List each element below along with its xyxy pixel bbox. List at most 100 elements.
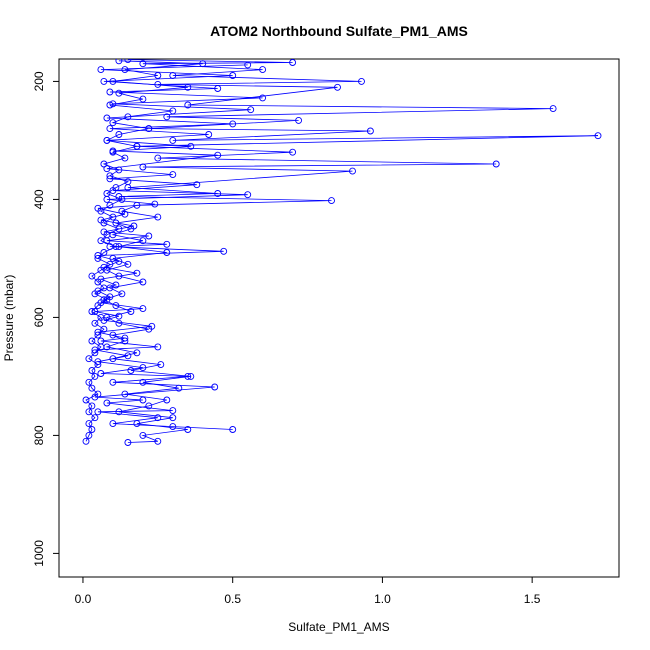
data-point (139, 431, 147, 439)
data-point (91, 319, 99, 327)
data-point (115, 225, 123, 233)
data-point (115, 257, 123, 265)
plot-frame (58, 58, 620, 578)
data-point (88, 337, 96, 345)
data-point (151, 200, 159, 208)
data-point (103, 114, 111, 122)
data-point (100, 316, 108, 324)
data-point (103, 195, 111, 203)
data-point (154, 343, 162, 351)
data-point (94, 204, 102, 212)
y-axis-label: Pressure (mbar) (2, 275, 16, 362)
data-point (124, 352, 132, 360)
x-axis: 0.0 0.5 1.0 1.5 (75, 577, 541, 606)
data-point (88, 402, 96, 410)
data-point (211, 383, 219, 391)
data-point (85, 355, 93, 363)
data-point (139, 95, 147, 103)
data-point (106, 88, 114, 96)
data-point (124, 439, 132, 446)
y-tick-label: 800 (32, 425, 46, 445)
data-point (94, 287, 102, 295)
data-point (328, 197, 335, 205)
data-point (109, 420, 117, 428)
data-point (97, 337, 105, 345)
data-point (594, 132, 602, 140)
data-point (91, 372, 99, 380)
data-point (163, 396, 171, 404)
x-tick-label: 0.5 (224, 592, 241, 606)
data-point (106, 293, 114, 301)
y-tick-label: 200 (32, 71, 46, 91)
data-point (94, 408, 102, 416)
x-axis-label: Sulfate_PM1_AMS (288, 620, 389, 634)
data-point (109, 100, 117, 108)
data-point (94, 328, 102, 336)
data-point (115, 193, 123, 200)
data-point (103, 343, 111, 351)
data-point (91, 346, 99, 354)
data-point (220, 247, 228, 255)
data-point (85, 420, 93, 428)
data-point (127, 308, 135, 315)
data-point (97, 216, 105, 224)
data-point (97, 299, 105, 307)
data-point (205, 131, 213, 138)
data-point (133, 269, 141, 277)
data-point (214, 85, 222, 92)
data-point (145, 125, 153, 133)
data-point (169, 171, 177, 179)
data-point (97, 275, 105, 283)
y-tick-label: 600 (32, 307, 46, 327)
data-point (154, 414, 162, 422)
data-point (109, 213, 117, 221)
data-point (169, 423, 177, 431)
data-point (103, 399, 111, 407)
data-point (154, 154, 162, 162)
chart-title: ATOM2 Northbound Sulfate_PM1_AMS (210, 23, 468, 39)
data-point (109, 355, 117, 363)
data-point (139, 60, 147, 68)
data-point (259, 94, 267, 102)
data-point (109, 147, 117, 155)
data-point (115, 312, 123, 320)
data-point (112, 281, 120, 289)
data-point (124, 260, 132, 268)
y-axis: 200 400 600 800 1000 (32, 71, 59, 567)
data-point (121, 154, 129, 162)
data-point (229, 120, 237, 128)
data-point (139, 237, 147, 245)
data-point (169, 136, 177, 144)
series-line (102, 59, 599, 443)
data-point (124, 184, 132, 192)
data-point (187, 142, 195, 150)
data-point (157, 361, 165, 369)
data-point (184, 426, 192, 433)
x-tick-label: 1.0 (374, 592, 391, 606)
data-point (106, 260, 114, 268)
series-line (94, 64, 263, 430)
data-point (91, 393, 99, 401)
y-tick-label: 400 (32, 189, 46, 209)
data-point (358, 77, 365, 85)
data-point (103, 165, 111, 173)
data-point (82, 437, 90, 445)
data-point (100, 228, 108, 236)
data-point (366, 127, 374, 135)
data-point (334, 83, 341, 91)
data-point (85, 378, 93, 386)
data-point (214, 151, 222, 159)
data-point (295, 116, 303, 124)
data-point (109, 231, 117, 239)
data-point (193, 181, 201, 189)
data-point (121, 334, 129, 342)
plot-area (82, 59, 602, 446)
data-point (121, 66, 129, 74)
data-point (94, 252, 102, 259)
data-point (127, 367, 135, 374)
data-point (88, 272, 96, 280)
data-point (88, 367, 96, 374)
data-point (139, 305, 147, 313)
data-point (139, 396, 147, 404)
